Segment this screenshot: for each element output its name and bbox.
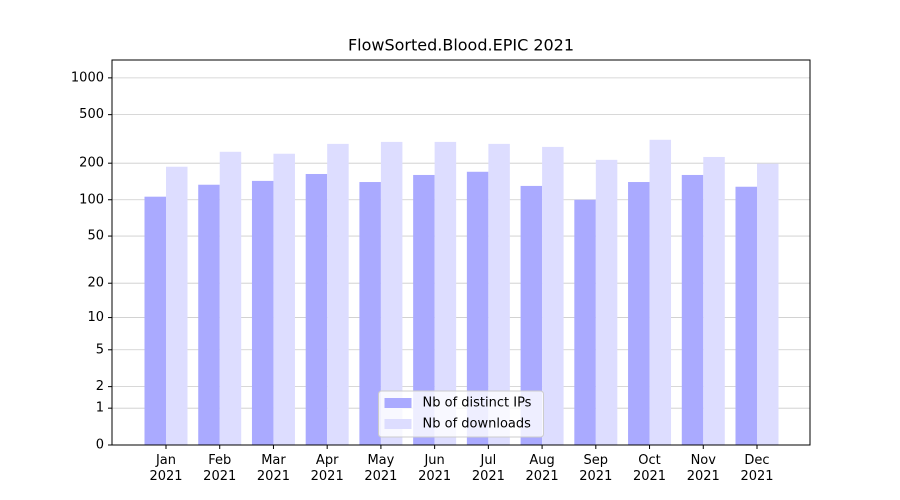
bar: [542, 146, 564, 445]
legend-swatch: [384, 419, 412, 429]
bar: [434, 141, 457, 445]
bar: [574, 199, 596, 445]
x-tick-label: May 2021: [364, 453, 398, 484]
x-tick-label: Mar 2021: [256, 453, 290, 484]
legend-swatch: [384, 398, 412, 408]
plot-frame: [111, 59, 811, 446]
x-tick-label: Apr 2021: [310, 453, 344, 484]
y-tick-label: 500: [79, 107, 104, 122]
bar: [628, 182, 650, 445]
bar: [735, 186, 757, 445]
y-tick-label: 0: [96, 438, 104, 453]
bar: [166, 166, 188, 445]
bar: [273, 153, 295, 445]
x-tick-label: Jun 2021: [418, 453, 452, 484]
x-tick-label: Feb 2021: [203, 453, 237, 484]
y-tick-label: 1000: [71, 70, 104, 85]
y-tick-label: 2: [96, 379, 104, 394]
bar: [198, 184, 220, 445]
bar: [413, 174, 435, 445]
y-tick-label: 10: [87, 310, 104, 325]
x-tick-label: Dec 2021: [740, 453, 774, 484]
bar: [466, 171, 489, 446]
x-tick-label: Jan 2021: [149, 453, 183, 484]
bar: [488, 143, 510, 445]
bar: [649, 139, 672, 446]
legend: Nb of distinct IPs Nb of downloads: [378, 390, 544, 438]
bar: [595, 159, 618, 445]
x-tick-label: Nov 2021: [686, 453, 720, 484]
legend-label: Nb of distinct IPs: [423, 396, 532, 411]
x-tick-label: Jul 2021: [471, 453, 505, 484]
x-tick-label: Sep 2021: [579, 453, 613, 484]
legend-label: Nb of downloads: [423, 417, 532, 432]
y-tick-label: 200: [79, 156, 104, 171]
bar: [359, 182, 381, 445]
y-tick-label: 5: [96, 342, 104, 357]
bar: [327, 143, 349, 445]
bar: [219, 151, 242, 445]
bar: [681, 174, 704, 445]
y-tick-label: 100: [79, 192, 104, 207]
bar: [251, 180, 274, 446]
bar: [144, 196, 166, 445]
x-tick-label: Aug 2021: [525, 453, 559, 484]
bar: [757, 163, 779, 445]
bar: [305, 173, 328, 445]
x-tick-label: Oct 2021: [632, 453, 667, 484]
bar: [520, 185, 543, 446]
y-tick-label: 1: [96, 401, 104, 416]
bar: [380, 141, 403, 445]
legend-box: [378, 390, 544, 438]
bars: [144, 139, 779, 446]
y-tick-label: 50: [87, 229, 104, 244]
y-tick-label: 20: [87, 276, 104, 291]
bar: [703, 156, 725, 445]
chart-title: FlowSorted.Blood.EPIC 2021: [348, 36, 574, 55]
